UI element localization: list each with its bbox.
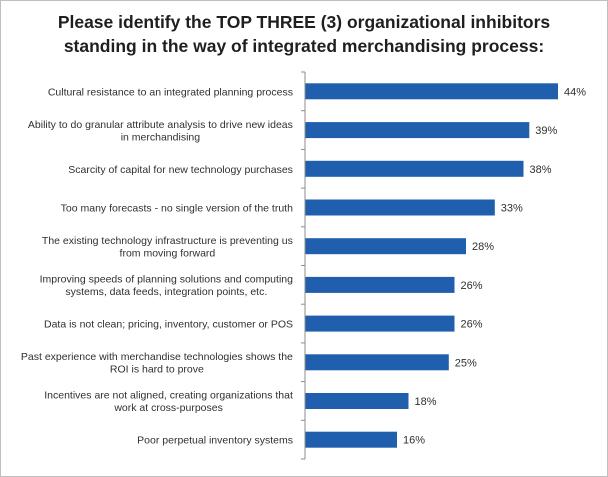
bar — [305, 160, 524, 177]
data-label: 38% — [530, 164, 552, 176]
chart-title-line-1: Please identify the TOP THREE (3) organi… — [57, 12, 551, 32]
data-label: 26% — [461, 280, 483, 292]
tick-label: Incentives are not aligned, creating org… — [44, 390, 293, 415]
data-label: 28% — [472, 241, 494, 253]
tick-label-line: Ability to do granular attribute analysi… — [28, 119, 293, 131]
tick-label-line: ROI is hard to prove — [110, 364, 204, 376]
tick-label: Ability to do granular attribute analysi… — [28, 119, 293, 144]
tick-label-line: Too many forecasts - no single version o… — [61, 203, 293, 215]
data-label: 44% — [564, 86, 586, 98]
tick-label: Data is not clean; pricing, inventory, c… — [44, 319, 293, 331]
tick-label-line: in merchandising — [121, 131, 201, 143]
tick-label-line: Improving speeds of planning solutions a… — [40, 274, 293, 286]
tick-label: Improving speeds of planning solutions a… — [40, 274, 293, 299]
data-label: 39% — [535, 125, 557, 137]
chart-title-line-2: standing in the way of integrated mercha… — [63, 36, 545, 56]
tick-label-line: from moving forward — [120, 247, 216, 259]
tick-label-line: Cultural resistance to an integrated pla… — [48, 86, 293, 98]
tick-label: Poor perpetual inventory systems — [137, 435, 293, 447]
tick-label: Too many forecasts - no single version o… — [61, 203, 293, 215]
data-label: 16% — [403, 435, 425, 447]
tick-label-line: work at cross-purposes — [113, 402, 223, 414]
tick-label-line: Incentives are not aligned, creating org… — [44, 390, 293, 402]
tick-label-line: systems, data feeds, integration points,… — [65, 286, 267, 298]
bar — [305, 199, 495, 216]
tick-label-line: Scarcity of capital for new technology p… — [68, 164, 293, 176]
tick-label: The existing technology infrastructure i… — [42, 235, 293, 260]
tick-label: Scarcity of capital for new technology p… — [68, 164, 293, 176]
data-label: 18% — [415, 396, 437, 408]
bar — [305, 238, 466, 255]
tick-label: Past experience with merchandise technol… — [21, 351, 293, 376]
tick-label: Cultural resistance to an integrated pla… — [48, 86, 293, 98]
bar — [305, 354, 449, 371]
data-label: 25% — [455, 357, 477, 369]
bar — [305, 276, 455, 293]
bar — [305, 122, 530, 139]
bar — [305, 431, 397, 448]
bar — [305, 83, 558, 100]
bar — [305, 393, 409, 409]
tick-label-line: Data is not clean; pricing, inventory, c… — [44, 319, 293, 331]
tick-label-line: The existing technology infrastructure i… — [42, 235, 293, 247]
tick-label-line: Poor perpetual inventory systems — [137, 435, 293, 447]
data-label: 26% — [461, 319, 483, 331]
bar — [305, 315, 455, 332]
tick-label-line: Past experience with merchandise technol… — [21, 351, 293, 363]
chart-title: Please identify the TOP THREE (3) organi… — [0, 10, 608, 58]
data-label: 33% — [501, 203, 523, 215]
